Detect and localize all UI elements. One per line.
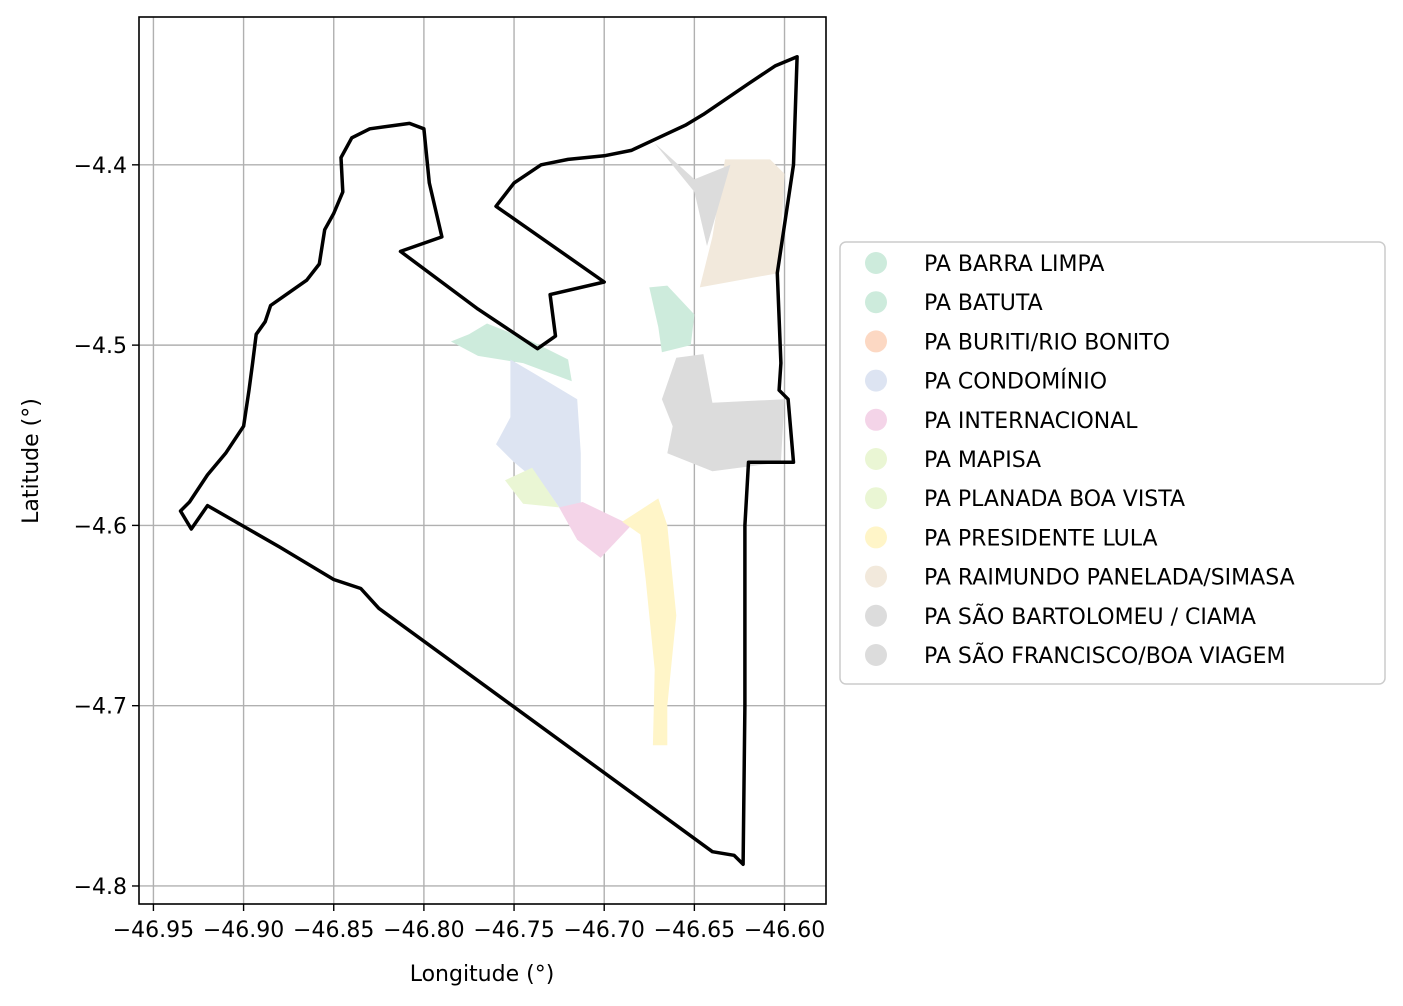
legend-marker <box>865 526 887 549</box>
legend-label: PA BURITI/RIO BONITO <box>924 330 1170 355</box>
x-tick-label: −46.70 <box>564 918 645 943</box>
y-tick-label: −4.5 <box>74 334 127 359</box>
legend-label: PA CONDOMÍNIO <box>924 369 1107 395</box>
y-tick-label: −4.8 <box>74 875 127 900</box>
x-tick-label: −46.60 <box>744 918 825 943</box>
legend-marker <box>865 369 887 392</box>
settlement-area <box>649 285 695 353</box>
y-axis-ticks: −4.4 −4.5 −4.6 −4.7 −4.8 <box>74 154 139 900</box>
legend-marker <box>865 487 887 510</box>
plot-area-frame <box>138 16 827 905</box>
settlement-area <box>559 502 632 558</box>
boundary-outline <box>178 54 799 867</box>
legend-label: PA PLANADA BOA VISTA <box>924 487 1185 512</box>
legend-label: PA RAIMUNDO PANELADA/SIMASA <box>924 566 1295 591</box>
legend-marker <box>865 291 887 314</box>
legend-label: PA INTERNACIONAL <box>924 409 1138 434</box>
legend-box <box>839 241 1386 685</box>
x-axis-label: Longitude (°) <box>410 962 555 987</box>
x-tick-label: −46.85 <box>293 918 374 943</box>
legend-label: PA BARRA LIMPA <box>924 252 1104 277</box>
legend-marker <box>865 252 887 274</box>
legend-marker <box>865 565 887 588</box>
legend-marker <box>865 448 887 470</box>
legend-marker <box>865 644 887 666</box>
settlement-area <box>450 323 572 382</box>
legend-marker <box>865 604 887 627</box>
x-tick-label: −46.95 <box>113 918 194 943</box>
legend-marker <box>865 408 887 431</box>
legend-label: PA BATUTA <box>924 291 1043 316</box>
y-tick-label: −4.4 <box>74 154 127 179</box>
y-tick-label: −4.7 <box>74 695 127 720</box>
legend-label: PA SÃO BARTOLOMEU / CIAMA <box>924 603 1256 630</box>
legend-label: PA MAPISA <box>924 448 1041 473</box>
legend-marker <box>865 330 887 353</box>
y-tick-label: −4.6 <box>74 514 127 539</box>
x-tick-label: −46.75 <box>473 918 554 943</box>
x-axis-ticks: −46.95 −46.90 −46.85 −46.80 −46.75 −46.70 −46.… <box>113 904 825 943</box>
legend-items: PA BARRA LIMPA PA BATUTA PA BURITI/RIO BON… <box>865 252 1295 669</box>
x-tick-label: −46.65 <box>654 918 735 943</box>
settlement-area <box>505 467 560 508</box>
settlement-area <box>661 354 785 472</box>
legend-label: PA SÃO FRANCISCO/BOA VIAGEM <box>924 642 1286 669</box>
legend: PA BARRA LIMPA PA BATUTA PA BURITI/RIO BON… <box>839 241 1386 685</box>
settlement-area <box>654 143 731 246</box>
x-tick-label: −46.80 <box>383 918 464 943</box>
settlement-areas <box>450 143 785 746</box>
y-axis-label: Latitude (°) <box>19 398 44 524</box>
x-tick-label: −46.90 <box>203 918 284 943</box>
legend-label: PA PRESIDENTE LULA <box>924 526 1158 551</box>
settlement-area <box>622 498 677 746</box>
municipality-boundary <box>178 54 799 867</box>
settlement-area <box>496 359 581 526</box>
